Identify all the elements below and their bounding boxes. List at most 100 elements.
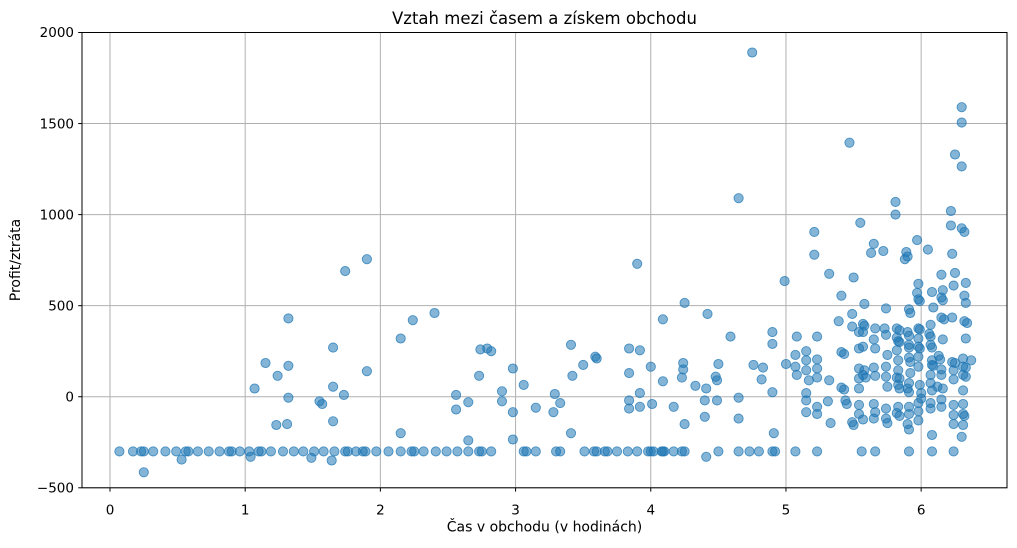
x-tick-label: 2	[376, 503, 385, 519]
data-point	[790, 446, 801, 457]
data-point	[634, 401, 645, 412]
data-point	[767, 338, 778, 349]
data-point	[624, 368, 635, 379]
data-point	[809, 249, 820, 260]
data-point	[903, 330, 915, 341]
data-point	[893, 355, 904, 366]
data-point	[856, 446, 867, 457]
data-point	[839, 384, 850, 395]
data-point	[839, 348, 850, 359]
data-point	[226, 446, 237, 457]
data-point	[913, 361, 924, 372]
data-point	[711, 375, 723, 386]
data-point	[744, 446, 755, 457]
data-point	[360, 446, 371, 457]
y-tick-label: 1000	[40, 207, 74, 223]
data-point	[463, 446, 474, 457]
data-point	[701, 383, 712, 394]
data-point	[914, 296, 925, 307]
data-point	[678, 364, 689, 375]
data-point	[713, 446, 724, 457]
data-point	[171, 446, 182, 457]
data-point	[565, 339, 577, 350]
data-point	[848, 419, 859, 431]
data-point	[790, 361, 801, 372]
data-point	[725, 331, 736, 342]
data-point	[756, 374, 767, 385]
data-point	[960, 277, 971, 288]
y-axis-label: Profit/ztráta	[8, 219, 24, 301]
data-point	[880, 303, 892, 314]
data-point	[328, 342, 339, 353]
data-point	[925, 319, 936, 330]
data-point	[847, 321, 858, 332]
data-point	[801, 346, 812, 357]
x-tick-label: 0	[106, 503, 115, 519]
data-point	[948, 399, 959, 410]
data-point	[657, 376, 668, 387]
data-point	[801, 407, 812, 418]
data-point	[578, 359, 589, 370]
data-point	[949, 149, 961, 160]
data-point	[283, 392, 294, 403]
data-point	[912, 235, 923, 246]
data-point	[733, 193, 744, 204]
data-point	[699, 411, 710, 422]
data-point	[936, 369, 947, 380]
data-point	[956, 161, 967, 172]
data-point	[948, 409, 959, 421]
data-point	[913, 278, 924, 289]
data-point	[948, 365, 959, 376]
data-point	[939, 314, 950, 325]
data-point	[937, 334, 948, 345]
data-point	[565, 428, 577, 439]
data-point	[935, 354, 946, 365]
data-point	[948, 280, 959, 291]
data-point	[441, 446, 452, 457]
data-point	[947, 248, 958, 259]
data-point	[768, 428, 779, 439]
data-point	[894, 410, 905, 421]
data-point	[326, 455, 337, 466]
data-point	[361, 366, 372, 377]
data-point	[579, 446, 590, 457]
data-point	[913, 351, 924, 362]
data-point	[430, 446, 441, 457]
data-point	[192, 446, 203, 457]
data-point	[903, 424, 915, 435]
data-point	[676, 372, 687, 383]
data-point	[507, 434, 518, 445]
data-point	[801, 355, 812, 366]
data-point	[956, 431, 967, 442]
data-point	[668, 401, 679, 412]
data-point	[860, 372, 871, 383]
data-point	[960, 333, 971, 344]
data-point	[936, 401, 947, 412]
data-point	[496, 396, 508, 407]
y-tick-label: −500	[37, 481, 74, 497]
tick-label-layer: 0 1 2 3 4 5 6 −500 0 500 1000 1500 2000	[37, 25, 926, 518]
data-point	[114, 446, 125, 457]
data-point	[767, 387, 778, 398]
data-point	[870, 446, 881, 457]
data-point	[903, 342, 915, 353]
data-point	[956, 102, 967, 113]
data-point	[767, 327, 778, 338]
data-point	[868, 413, 879, 424]
data-point	[868, 362, 879, 373]
data-point	[870, 343, 881, 354]
data-point	[914, 379, 925, 390]
data-point	[507, 363, 518, 374]
data-point	[905, 368, 916, 379]
data-point	[812, 446, 823, 457]
data-point	[960, 371, 971, 382]
data-point	[926, 342, 938, 353]
data-point	[925, 403, 936, 414]
data-point	[176, 454, 187, 465]
data-point	[948, 446, 959, 457]
data-point	[880, 403, 892, 414]
data-point	[844, 137, 855, 148]
data-point	[947, 312, 958, 323]
data-point	[868, 238, 879, 249]
